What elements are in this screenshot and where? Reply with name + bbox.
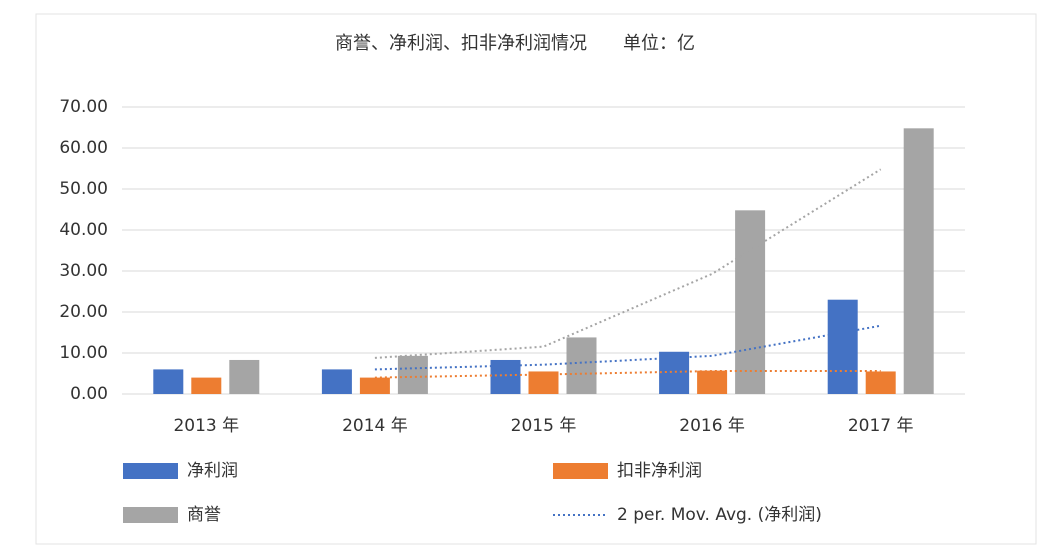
y-tick-label: 30.00 bbox=[59, 261, 108, 281]
x-tick-label: 2015 年 bbox=[511, 416, 577, 436]
legend-swatch bbox=[553, 463, 608, 479]
chart-title: 商誉、净利润、扣非净利润情况 单位：亿 bbox=[335, 33, 695, 54]
y-tick-label: 40.00 bbox=[59, 220, 108, 240]
bar bbox=[191, 377, 222, 394]
trendline bbox=[374, 324, 881, 371]
bar bbox=[697, 370, 728, 394]
y-tick-label: 70.00 bbox=[59, 97, 108, 117]
legend-label: 商誉 bbox=[187, 505, 221, 525]
y-tick-label: 10.00 bbox=[59, 343, 108, 363]
x-tick-label: 2013 年 bbox=[173, 416, 239, 436]
bar bbox=[397, 355, 428, 394]
legend-swatch bbox=[123, 463, 178, 479]
x-tick-label: 2016 年 bbox=[679, 416, 745, 436]
y-tick-label: 20.00 bbox=[59, 302, 108, 322]
legend-label: 2 per. Mov. Avg. (净利润) bbox=[617, 505, 822, 525]
bar bbox=[321, 369, 352, 394]
legend-label: 净利润 bbox=[187, 461, 238, 481]
bar bbox=[659, 351, 690, 394]
bar bbox=[735, 210, 766, 394]
trendline bbox=[374, 168, 882, 359]
y-tick-label: 50.00 bbox=[59, 179, 108, 199]
y-tick-label: 0.00 bbox=[70, 384, 108, 404]
bar bbox=[827, 299, 858, 394]
y-tick-label: 60.00 bbox=[59, 138, 108, 158]
bar bbox=[229, 359, 260, 394]
bar bbox=[528, 371, 559, 394]
trendline bbox=[374, 370, 881, 379]
bar bbox=[865, 371, 896, 394]
x-tick-label: 2014 年 bbox=[342, 416, 408, 436]
bar bbox=[903, 128, 934, 394]
legend-swatch bbox=[123, 507, 178, 523]
x-tick-label: 2017 年 bbox=[848, 416, 914, 436]
legend-label: 扣非净利润 bbox=[617, 461, 702, 481]
bar bbox=[359, 377, 390, 394]
bar bbox=[566, 337, 597, 394]
bar bbox=[153, 369, 184, 394]
chart-frame bbox=[35, 13, 1037, 545]
